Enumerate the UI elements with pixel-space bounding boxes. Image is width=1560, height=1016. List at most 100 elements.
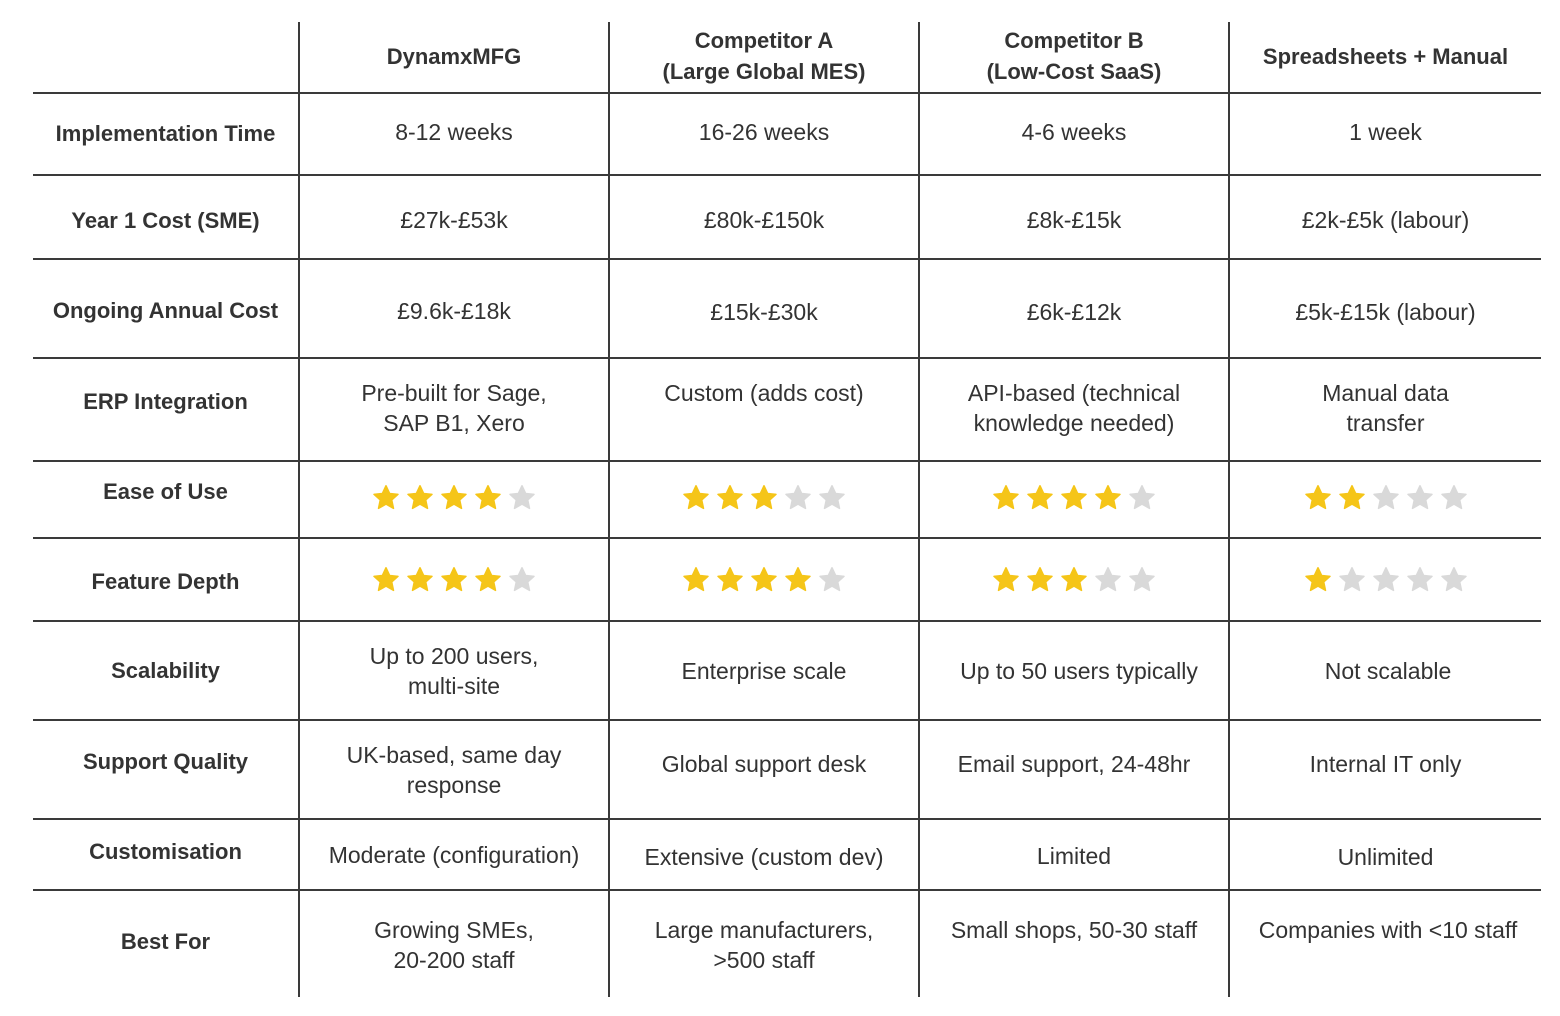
star-filled-icon [751,567,777,592]
star-empty-icon [1372,485,1399,510]
table-cell: £2k-£5k (labour) [1301,207,1470,233]
table-cell: £27k-£53k [400,207,508,233]
star-filled-icon [683,485,709,510]
star-empty-icon [1372,567,1399,592]
table-cell: £5k-£15k (labour) [1295,299,1476,325]
star-filled-icon [407,567,433,592]
rating-cell [300,476,608,520]
star-filled-icon [441,485,467,510]
table-cell: Growing SMEs, 20-200 staff [374,917,534,973]
rating-cell [920,558,1228,602]
table-cell: 1 week [1349,119,1422,145]
table-cell: Email support, 24-48hr [957,751,1191,777]
row-label-ease-of-use: Ease of Use [103,479,228,504]
row-divider [33,537,1541,539]
star-filled-icon [683,567,709,592]
star-empty-icon [1129,567,1155,592]
table-cell: Unlimited [1337,844,1434,870]
row-divider [33,258,1541,260]
rating-cell [1230,558,1541,602]
column-header-dynamxmfg: DynamxMFG [386,43,522,69]
table-cell: Small shops, 50-30 staff [950,917,1198,943]
table-cell: Limited [1036,843,1112,869]
star-filled-icon [1304,567,1331,592]
star-empty-icon [1406,485,1433,510]
star-empty-icon [1440,485,1467,510]
row-label-implementation-time: Implementation Time [55,121,276,146]
row-label-year-1-cost: Year 1 Cost (SME) [71,208,260,233]
row-label-support-quality: Support Quality [83,749,248,774]
star-filled-icon [475,485,501,510]
row-label-best-for: Best For [120,929,211,954]
star-empty-icon [1338,567,1365,592]
row-divider [33,357,1541,359]
table-cell: Pre-built for Sage, SAP B1, Xero [361,380,547,436]
table-cell: 16-26 weeks [698,119,830,145]
star-empty-icon [819,485,845,510]
star-rating [371,565,537,595]
table-cell: £6k-£12k [1026,299,1122,325]
table-cell: Custom (adds cost) [664,380,864,406]
star-filled-icon [475,567,501,592]
row-label-customisation: Customisation [89,839,242,864]
star-empty-icon [819,567,845,592]
table-cell: Global support desk [661,751,867,777]
column-divider [298,22,300,997]
table-cell: £9.6k-£18k [397,298,511,324]
table-cell: Internal IT only [1309,751,1462,777]
table-cell: Large manufacturers, >500 staff [654,917,874,973]
table-cell: UK-based, same day response [346,741,562,798]
table-cell: Companies with <10 staff [1258,917,1518,943]
star-filled-icon [785,567,811,592]
column-divider [608,22,610,997]
table-cell: Up to 50 users typically [960,657,1198,684]
star-rating [371,483,537,513]
star-empty-icon [509,485,535,510]
table-cell: API-based (technical knowledge needed) [967,380,1181,436]
table-cell: £8k-£15k [1026,207,1122,233]
star-filled-icon [1095,485,1121,510]
star-filled-icon [373,567,399,592]
star-empty-icon [509,567,535,592]
row-label-ongoing-annual-cost: Ongoing Annual Cost [52,298,279,323]
star-filled-icon [373,485,399,510]
star-empty-icon [1406,567,1433,592]
table-cell: £15k-£30k [710,299,818,325]
star-filled-icon [1027,567,1053,592]
star-filled-icon [751,485,777,510]
header-divider [33,92,1541,94]
column-header-spreadsheets: Spreadsheets + Manual [1262,43,1509,69]
table-cell: Enterprise scale [681,657,847,684]
table-cell: Up to 200 users, multi-site [369,642,539,699]
rating-cell [1230,476,1541,520]
star-filled-icon [993,567,1019,592]
star-filled-icon [717,485,743,510]
row-label-scalability: Scalability [111,657,220,683]
row-divider [33,719,1541,721]
table-cell: Extensive (custom dev) [644,844,884,870]
star-empty-icon [1095,567,1121,592]
star-filled-icon [1338,485,1365,510]
star-filled-icon [1304,485,1331,510]
rating-cell [610,558,918,602]
table-cell: Manual data transfer [1322,380,1449,436]
column-divider [918,22,920,997]
star-rating [991,565,1157,595]
star-filled-icon [1027,485,1053,510]
table-cell: 8-12 weeks [395,119,513,145]
star-rating [1303,483,1469,513]
star-empty-icon [785,485,811,510]
star-filled-icon [1061,567,1087,592]
star-filled-icon [993,485,1019,510]
column-header-competitor-b: Competitor B (Low-Cost SaaS) [986,28,1162,84]
star-filled-icon [441,567,467,592]
row-divider [33,620,1541,622]
star-rating [681,483,847,513]
star-rating [991,483,1157,513]
row-divider [33,818,1541,820]
row-divider [33,889,1541,891]
star-rating [681,565,847,595]
rating-cell [920,476,1228,520]
table-cell: Not scalable [1324,657,1452,684]
row-label-erp-integration: ERP Integration [83,389,248,414]
